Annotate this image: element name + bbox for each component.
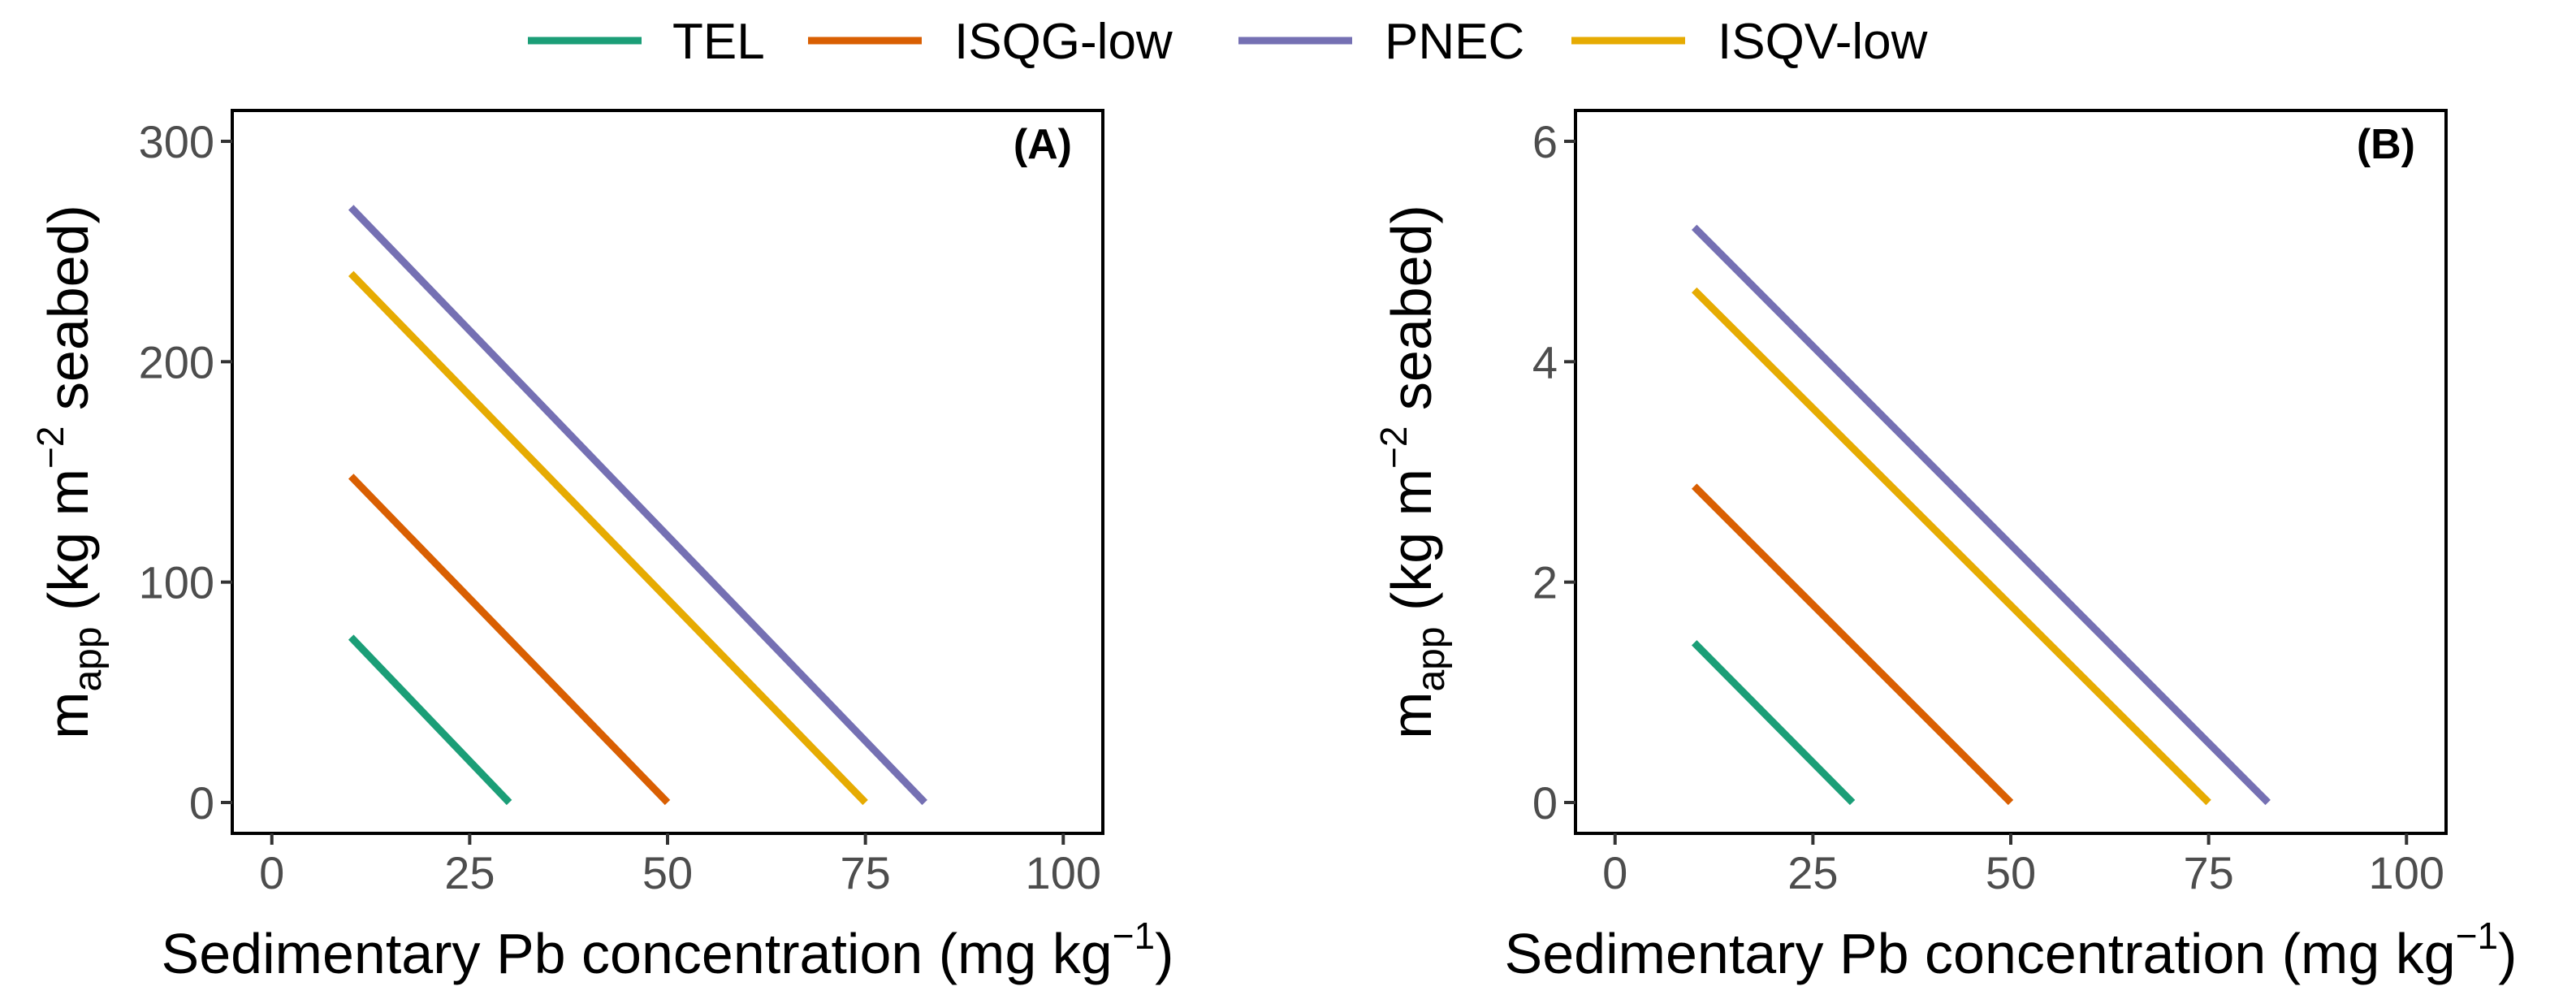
panel-a-y-tick-label: 300 <box>139 116 214 167</box>
panel-b-label: (B) <box>2357 121 2415 168</box>
panel-b-y-ticks: 0 2 4 6 <box>1532 116 1575 828</box>
panel-b-y-tick-label: 4 <box>1532 336 1558 387</box>
panel-b-x-tick-label: 0 <box>1602 847 1627 898</box>
panel-a-y-axis-title: mapp (kg m−2 seabed) <box>29 205 110 739</box>
panel-a-x-axis-title: Sedimentary Pb concentration (mg kg−1) <box>162 915 1174 985</box>
panel-b-series-isqg-low <box>1692 483 2014 806</box>
panel-b-y-tick-label: 6 <box>1532 116 1558 167</box>
panel-b-x-axis-title: Sedimentary Pb concentration (mg kg−1) <box>1505 915 2518 985</box>
panel-b-y-axis-title: mapp (kg m−2 seabed) <box>1372 205 1453 739</box>
panel-b-series-isqv-low <box>1692 287 2211 806</box>
panel-b-x-tick-label: 100 <box>2369 847 2444 898</box>
panel-a-y-tick-label: 100 <box>139 557 214 608</box>
legend-label-isqv-low: ISQV-low <box>1718 14 1928 70</box>
panel-a-y-tick-label: 0 <box>189 777 214 828</box>
panel-a-series-pnec <box>348 205 927 806</box>
panel-a-x-tick-label: 50 <box>642 847 693 898</box>
panel-a-series-isqv-low <box>348 270 868 806</box>
panel-a-y-ticks: 0 100 200 300 <box>139 116 232 828</box>
panel-a-x-tick-label: 25 <box>444 847 495 898</box>
panel-a-x-tick-label: 100 <box>1026 847 1101 898</box>
panel-b-x-tick-label: 50 <box>1986 847 2036 898</box>
legend-label-isqg-low: ISQG-low <box>954 14 1173 70</box>
panel-a: 0 25 50 75 100 0 100 200 300 (A) Sedimentary Pb… <box>29 109 1174 985</box>
panel-a-y-tick-label: 200 <box>139 336 214 387</box>
panel-a-label: (A) <box>1014 121 1072 168</box>
legend: TEL ISQG-low PNEC ISQV-low <box>528 14 1928 70</box>
panel-b-series-tel <box>1692 640 1856 806</box>
panel-a-series <box>348 205 927 806</box>
panel-b-x-tick-label: 75 <box>2183 847 2233 898</box>
legend-label-tel: TEL <box>672 14 765 70</box>
panel-a-x-tick-label: 75 <box>840 847 890 898</box>
panel-a-series-tel <box>348 634 512 806</box>
legend-label-pnec: PNEC <box>1385 14 1524 70</box>
panel-b-x-ticks: 0 25 50 75 100 <box>1602 833 2444 898</box>
panel-b-y-tick-label: 2 <box>1532 557 1558 608</box>
panel-b-series-pnec <box>1692 224 2271 806</box>
panel-b-x-tick-label: 25 <box>1787 847 1838 898</box>
panel-b: 0 25 50 75 100 0 2 4 6 (B) Sedimentary Pb conce… <box>1372 109 2518 985</box>
panel-a-series-isqg-low <box>348 474 671 806</box>
panel-a-x-ticks: 0 25 50 75 100 <box>259 833 1101 898</box>
panel-b-series <box>1692 224 2271 806</box>
panel-a-x-tick-label: 0 <box>259 847 284 898</box>
panel-b-y-tick-label: 0 <box>1532 777 1558 828</box>
